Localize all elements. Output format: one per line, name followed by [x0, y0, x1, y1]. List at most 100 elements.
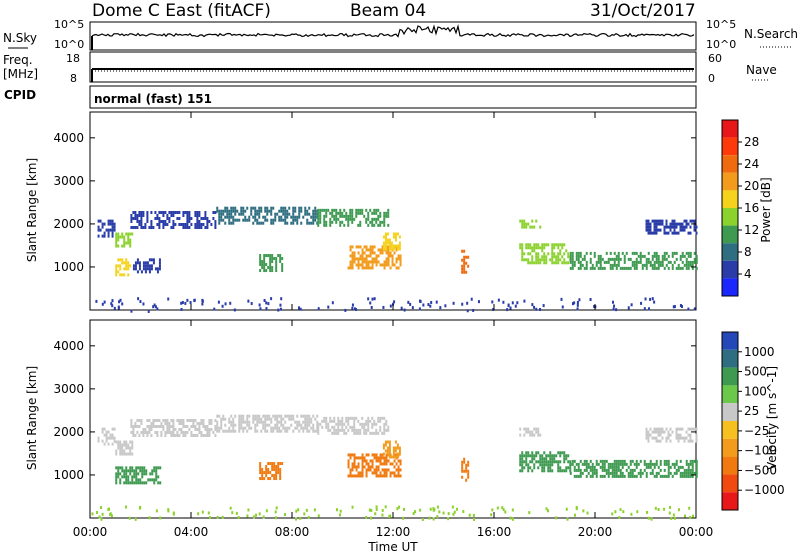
colorbar-frame	[721, 331, 739, 511]
freq-panel-frame	[89, 51, 697, 83]
velocity-heatmap	[91, 414, 698, 521]
colorbar-tick-label: −1000	[744, 483, 785, 497]
nave-tick-bottom: 0	[708, 72, 715, 85]
xtick-label: 20:00	[578, 525, 613, 539]
colorbar-swatch	[722, 492, 738, 510]
velocity-colorbar-label: Velocity [m s^-1]	[765, 366, 779, 470]
echo-band-3	[130, 419, 217, 437]
colorbar-swatch	[722, 367, 738, 386]
echo-band-1	[115, 232, 134, 248]
nave-tick-top: 60	[708, 52, 722, 65]
cpid-panel-frame	[89, 85, 697, 109]
colorbar-swatch	[722, 438, 738, 457]
ytick-label: 2000	[53, 425, 84, 439]
colorbar-tick-label: 500	[744, 365, 767, 379]
colorbar-tick-label: −500	[744, 463, 777, 477]
nsky-trace	[91, 24, 695, 50]
echo-band-3	[132, 258, 161, 274]
colorbar-tick-label: −100	[744, 444, 777, 458]
ytick-label: 3000	[53, 382, 84, 396]
echo-band-6	[259, 254, 284, 273]
ytick-label: 1000	[53, 260, 84, 274]
beam-title: Beam 04	[350, 1, 426, 21]
echo-band-0	[97, 427, 116, 446]
colorbar-swatch	[722, 172, 738, 191]
power-y-axis: 1000 2000 3000 4000	[53, 131, 696, 274]
freq-unit: [MHz]	[3, 67, 38, 81]
echo-band-12	[569, 251, 698, 270]
nsearch-tick-top: 10^5	[706, 18, 736, 31]
echo-band-8	[382, 440, 401, 459]
echo-band-14	[645, 219, 698, 235]
colorbar-swatch	[722, 225, 738, 244]
power-ylabel: Slant Range [km]	[25, 158, 39, 262]
freq-trace	[91, 68, 694, 82]
echo-band-10	[519, 451, 572, 473]
power-colorbar-label: Power [dB]	[759, 177, 773, 242]
xtick-label: 00:00	[73, 525, 108, 539]
echo-band-4	[216, 414, 319, 433]
echo-band-11	[569, 459, 698, 478]
velocity-ylabel: Slant Range [km]	[25, 366, 39, 470]
echo-band-5	[259, 462, 284, 481]
ytick-label: 4000	[53, 339, 84, 353]
echo-band-1	[115, 440, 134, 456]
xtick-label: 08:00	[275, 525, 310, 539]
echo-band-6	[317, 416, 390, 435]
echo-band-4	[130, 211, 217, 229]
colorbar-swatch	[722, 208, 738, 226]
time-x-axis: 00:00 04:00 08:00 12:00 16:00 20:00 00:00	[73, 112, 714, 539]
nsearch-tick-bottom: 10^0	[706, 38, 736, 51]
colorbar-tick-label: 8	[744, 245, 752, 259]
colorbar-tick-label: 16	[744, 201, 759, 215]
echo-band-9	[461, 457, 470, 482]
colorbar-tick-label: 1000	[744, 345, 775, 359]
colorbar-swatch	[722, 243, 738, 261]
echo-band-10	[461, 249, 470, 274]
power-colorbar: 28 24 20 16 12 8 4	[721, 119, 759, 297]
colorbar-swatch	[722, 260, 738, 279]
nsky-label: N.Sky	[3, 31, 37, 45]
echo-band-0	[97, 219, 116, 238]
power-panel-frame	[89, 111, 697, 311]
echo-band-12	[519, 427, 542, 437]
colorbar-swatch	[722, 403, 738, 421]
colorbar-tick-label: 4	[744, 267, 752, 281]
echo-band-2	[115, 466, 162, 485]
echo-band-7	[317, 208, 390, 227]
colorbar-swatch	[722, 385, 738, 404]
colorbar-tick-label: 12	[744, 223, 759, 237]
colorbar-tick-label: 20	[744, 179, 759, 193]
echo-band-5	[216, 206, 319, 225]
colorbar-swatch	[722, 456, 738, 475]
colorbar-swatch	[722, 349, 738, 368]
nsky-line	[91, 24, 695, 38]
colorbar-swatch	[722, 332, 738, 350]
xtick-label: 00:00	[679, 525, 714, 539]
nsky-tick-bottom: 10^0	[54, 38, 84, 51]
station-title: Dome C East (fitACF)	[92, 1, 271, 21]
colorbar-swatch	[722, 421, 738, 439]
ytick-label: 2000	[53, 217, 84, 231]
echo-band-11	[519, 243, 572, 265]
ytick-label: 4000	[53, 131, 84, 145]
freq-tick-top: 18	[66, 52, 80, 65]
colorbar-swatch	[722, 120, 738, 138]
colorbar-swatch	[722, 474, 738, 493]
colorbar-swatch	[722, 278, 738, 296]
colorbar-tick-label: 25	[744, 404, 759, 418]
nsky-tick-top: 10^5	[54, 18, 84, 31]
cpid-label: CPID	[4, 88, 36, 102]
velocity-colorbar: 1000 500 100 25 −25 −100 −500 −1000	[721, 331, 785, 511]
colorbar-swatch	[722, 137, 738, 156]
echo-band-2	[115, 258, 132, 277]
nave-label: Nave	[746, 63, 777, 77]
echo-band-13	[645, 427, 698, 443]
freq-label: Freq.	[3, 53, 33, 67]
ground-scatter-0	[95, 297, 696, 313]
ytick-label: 3000	[53, 174, 84, 188]
velocity-y-axis: 1000 2000 3000 4000	[53, 339, 696, 482]
colorbar-tick-label: 100	[744, 384, 767, 398]
echo-band-13	[519, 219, 542, 229]
